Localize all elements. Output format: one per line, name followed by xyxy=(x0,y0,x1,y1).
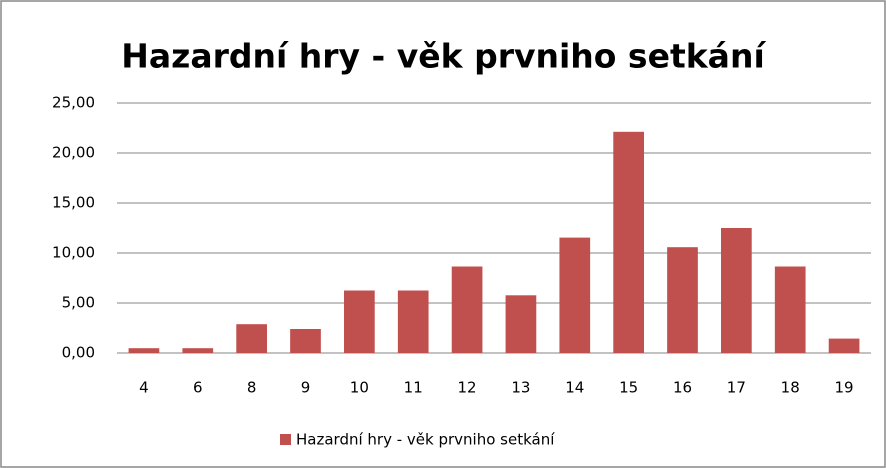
bar xyxy=(721,228,752,353)
bar xyxy=(613,131,644,353)
x-tick-label: 9 xyxy=(301,379,311,397)
y-tick-label: 5,00 xyxy=(62,294,95,312)
legend-label: Hazardní hry - věk prvniho setkání xyxy=(296,431,555,449)
x-tick-label: 14 xyxy=(565,379,584,397)
x-tick-label: 6 xyxy=(193,379,203,397)
x-tick-label: 13 xyxy=(511,379,530,397)
bar xyxy=(182,348,214,353)
bar xyxy=(236,324,267,353)
x-tick-label: 19 xyxy=(835,379,854,397)
legend-swatch xyxy=(280,434,291,445)
x-tick-label: 4 xyxy=(139,379,149,397)
x-tick-label: 8 xyxy=(247,379,257,397)
bar xyxy=(128,348,160,353)
bar xyxy=(290,329,321,353)
y-tick-label: 20,00 xyxy=(52,144,95,162)
y-tick-label: 10,00 xyxy=(52,244,95,262)
x-tick-label: 18 xyxy=(781,379,800,397)
x-tick-label: 16 xyxy=(673,379,692,397)
bar xyxy=(505,295,537,353)
bar xyxy=(451,266,483,353)
x-tick-label: 11 xyxy=(404,379,423,397)
y-tick-label: 15,00 xyxy=(52,194,95,212)
x-tick-label: 10 xyxy=(350,379,369,397)
bar xyxy=(828,338,860,353)
y-tick-label: 25,00 xyxy=(52,94,95,112)
y-tick-label: 0,00 xyxy=(62,344,95,362)
x-tick-label: 17 xyxy=(727,379,746,397)
bar xyxy=(559,237,591,353)
x-tick-label: 12 xyxy=(458,379,477,397)
x-tick-label: 15 xyxy=(619,379,638,397)
chart-title: Hazardní hry - věk prvniho setkání xyxy=(121,37,766,76)
bar xyxy=(344,290,375,353)
bar xyxy=(667,247,698,353)
bar xyxy=(397,290,429,353)
bar xyxy=(774,266,806,353)
